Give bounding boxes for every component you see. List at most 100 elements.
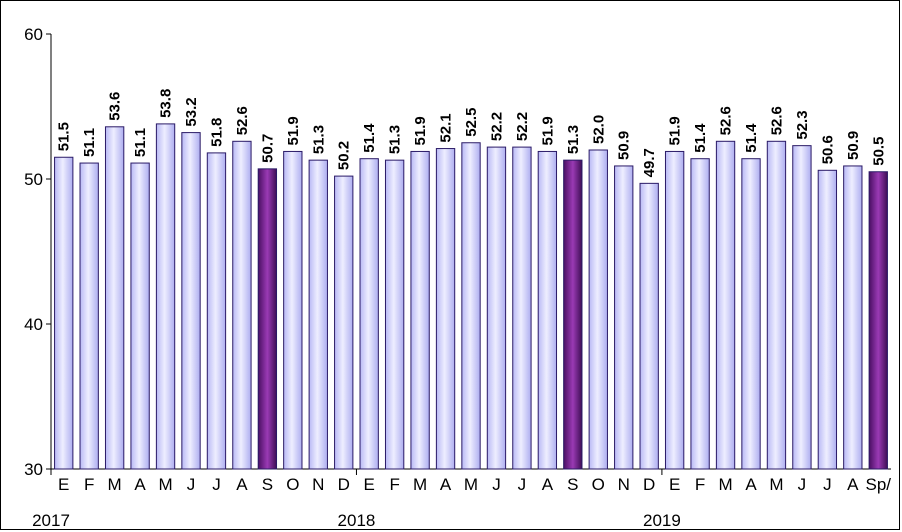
data-label: 51.4 bbox=[743, 123, 760, 153]
data-label: 52.6 bbox=[234, 106, 251, 135]
data-label: 50.2 bbox=[336, 141, 353, 170]
bar bbox=[130, 162, 150, 470]
bar bbox=[232, 140, 252, 470]
y-tick-label: 40 bbox=[24, 315, 43, 334]
x-tick-label: S bbox=[567, 475, 578, 494]
data-label: 51.9 bbox=[285, 116, 302, 145]
x-tick-label: M bbox=[718, 475, 732, 494]
year-labels: 2017 2018 2019 bbox=[32, 511, 681, 530]
data-label: 52.2 bbox=[488, 112, 505, 141]
bar bbox=[715, 140, 736, 470]
data-label: 52.2 bbox=[514, 112, 531, 141]
x-tick-label: A bbox=[542, 475, 554, 494]
x-tick-label: S bbox=[262, 475, 273, 494]
bar bbox=[537, 150, 558, 470]
x-tick-label: D bbox=[643, 475, 655, 494]
bar bbox=[435, 148, 456, 470]
year-label: 2018 bbox=[338, 511, 376, 530]
data-label: 53.2 bbox=[183, 97, 200, 126]
data-label: 53.6 bbox=[107, 92, 124, 121]
bar bbox=[588, 149, 608, 470]
x-tick-label: A bbox=[440, 475, 452, 494]
y-axis: 30 40 50 60 bbox=[24, 25, 52, 479]
data-label: 50.6 bbox=[819, 135, 836, 164]
data-label: 52.3 bbox=[794, 110, 811, 139]
data-labels: 51.5 51.1 53.6 51.1 53.8 53.2 51.8 52.6 50.7 51.9… bbox=[56, 89, 888, 178]
bar bbox=[410, 150, 430, 470]
y-tick-label: 60 bbox=[24, 25, 43, 44]
bar bbox=[512, 146, 532, 470]
bar bbox=[486, 146, 507, 470]
bar bbox=[843, 165, 863, 470]
bar bbox=[155, 123, 176, 470]
x-tick-label: M bbox=[158, 475, 172, 494]
data-label: 50.9 bbox=[845, 131, 862, 160]
bar bbox=[766, 140, 787, 470]
bar bbox=[283, 150, 303, 470]
data-label: 51.3 bbox=[387, 125, 404, 154]
bar bbox=[741, 158, 761, 470]
bar-highlighted bbox=[868, 171, 888, 470]
bars bbox=[54, 123, 888, 470]
x-tick-label: A bbox=[745, 475, 757, 494]
data-label: 52.5 bbox=[463, 108, 480, 137]
data-label: 50.5 bbox=[870, 137, 887, 166]
bar bbox=[817, 169, 838, 470]
x-tick-label: D bbox=[338, 475, 350, 494]
x-tick-label: O bbox=[592, 475, 605, 494]
bar bbox=[54, 156, 74, 470]
data-label: 49.7 bbox=[641, 148, 658, 177]
bar bbox=[334, 175, 354, 470]
x-tick-label: M bbox=[769, 475, 783, 494]
x-tick-label: E bbox=[669, 475, 680, 494]
data-label: 51.1 bbox=[81, 128, 98, 157]
x-tick-label: J bbox=[823, 475, 832, 494]
x-tick-label: J bbox=[187, 475, 196, 494]
bar bbox=[308, 159, 328, 470]
y-tick-label: 50 bbox=[24, 170, 43, 189]
data-label: 51.1 bbox=[132, 128, 149, 157]
x-tick-label: F bbox=[695, 475, 705, 494]
x-tick-label: Sp/ bbox=[866, 475, 892, 494]
x-tick-label: E bbox=[364, 475, 375, 494]
data-label: 50.9 bbox=[616, 131, 633, 160]
data-label: 51.3 bbox=[310, 125, 327, 154]
data-label: 52.6 bbox=[768, 106, 785, 135]
x-tick-label: A bbox=[134, 475, 146, 494]
bar bbox=[79, 162, 99, 470]
x-tick-label: F bbox=[389, 475, 399, 494]
data-label: 52.6 bbox=[718, 106, 735, 135]
x-tick-label: J bbox=[212, 475, 221, 494]
x-tick-label: J bbox=[518, 475, 527, 494]
x-tick-label: A bbox=[847, 475, 859, 494]
data-label: 51.3 bbox=[565, 125, 582, 154]
year-label: 2017 bbox=[32, 511, 70, 530]
bar bbox=[614, 165, 634, 470]
data-label: 51.5 bbox=[56, 122, 73, 151]
year-label: 2019 bbox=[643, 511, 681, 530]
bar bbox=[181, 132, 201, 470]
x-tick-label: N bbox=[618, 475, 630, 494]
data-label: 53.8 bbox=[158, 89, 175, 118]
data-label: 51.9 bbox=[412, 116, 429, 145]
x-tick-label: M bbox=[413, 475, 427, 494]
data-label: 51.4 bbox=[361, 123, 378, 153]
bar bbox=[359, 158, 379, 470]
bar bbox=[384, 159, 405, 470]
bar bbox=[792, 145, 812, 470]
bar bbox=[461, 142, 481, 470]
data-label: 51.9 bbox=[667, 116, 684, 145]
bar bbox=[206, 152, 227, 470]
x-tick-label: O bbox=[286, 475, 299, 494]
bar bbox=[690, 158, 710, 470]
x-tick-label: M bbox=[464, 475, 478, 494]
data-label: 51.9 bbox=[539, 116, 556, 145]
bar-highlighted bbox=[563, 159, 583, 470]
x-tick-label: J bbox=[492, 475, 501, 494]
x-tick-label: M bbox=[108, 475, 122, 494]
bar-highlighted bbox=[257, 168, 278, 470]
x-tick-label: E bbox=[58, 475, 69, 494]
category-labels: E F M A M J J A S O N D E F M A M J J A S O N D E F M A M J J A Sp/ bbox=[58, 475, 891, 494]
